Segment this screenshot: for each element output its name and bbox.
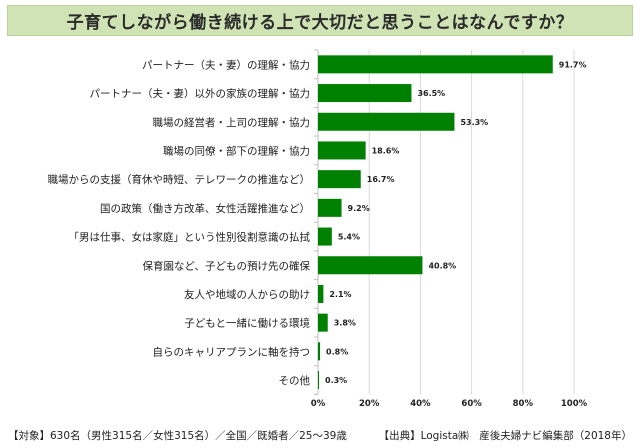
- bar-7: [318, 227, 332, 246]
- category-label: 職場の経営者・上司の理解・協力: [153, 116, 311, 129]
- bar-10: [318, 313, 328, 332]
- data-label: 91.7%: [559, 60, 587, 69]
- footer-source-target: 【対象】630名（男性315名／女性315名）／全国／既婚者／25～39歳: [8, 430, 347, 442]
- data-label: 53.3%: [460, 118, 488, 127]
- bar-5: [318, 170, 361, 189]
- bar-2: [318, 84, 412, 103]
- bar-4: [318, 141, 366, 160]
- data-label: 0.3%: [325, 376, 347, 385]
- category-label: 職場からの支援（育休や時短、テレワークの推進など）: [48, 173, 311, 186]
- data-label: 16.7%: [367, 175, 395, 184]
- data-label: 18.6%: [372, 146, 400, 155]
- x-tick-label: 20%: [359, 399, 380, 409]
- bar-3: [318, 112, 455, 131]
- category-label: 友人や地域の人からの助け: [184, 288, 310, 301]
- category-label: 職場の同僚・部下の理解・協力: [163, 144, 310, 157]
- bar-8: [318, 256, 423, 275]
- data-label: 2.1%: [329, 290, 351, 299]
- bar-11: [318, 342, 321, 361]
- x-tick-label: 100%: [561, 399, 588, 409]
- data-label: 0.8%: [326, 347, 348, 356]
- bar-chart: パートナー（夫・妻）の理解・協力 91.7% パートナー（夫・妻）以外の家族の理解・…: [48, 49, 588, 409]
- category-label: 保育園など、子どもの預け先の確保: [143, 259, 311, 272]
- x-tick-label: 80%: [513, 399, 534, 409]
- category-label: 自らのキャリアプランに軸を持つ: [153, 345, 311, 358]
- data-label: 40.8%: [428, 261, 456, 270]
- chart-title: 子育てしながら働き続ける上で大切だと思うことはなんですか？: [7, 5, 633, 36]
- x-tick-label: 0%: [311, 399, 326, 409]
- data-label: 36.5%: [417, 89, 445, 98]
- category-label: 子どもと一緒に働ける環境: [184, 317, 310, 330]
- bar-1: [318, 55, 553, 74]
- bar-12: [318, 371, 319, 390]
- x-tick-label: 40%: [410, 399, 431, 409]
- category-label: パートナー（夫・妻）の理解・協力: [142, 58, 310, 71]
- category-label: その他: [279, 374, 311, 387]
- category-label: パートナー（夫・妻）以外の家族の理解・協力: [90, 87, 311, 100]
- bar-9: [318, 284, 324, 303]
- data-label: 5.4%: [338, 233, 360, 242]
- data-label: 3.8%: [334, 319, 356, 328]
- data-label: 9.2%: [348, 204, 370, 213]
- category-label: 国の政策（働き方改革、女性活躍推進など）: [100, 202, 310, 215]
- category-label: 「男は仕事、女は家庭」という性別役割意識の払拭: [69, 231, 311, 244]
- x-tick-label: 60%: [461, 399, 482, 409]
- bar-6: [318, 198, 342, 217]
- footer-source-citation: 【出典】Logista㈱ 産後夫婦ナビ編集部（2018年）: [378, 430, 632, 442]
